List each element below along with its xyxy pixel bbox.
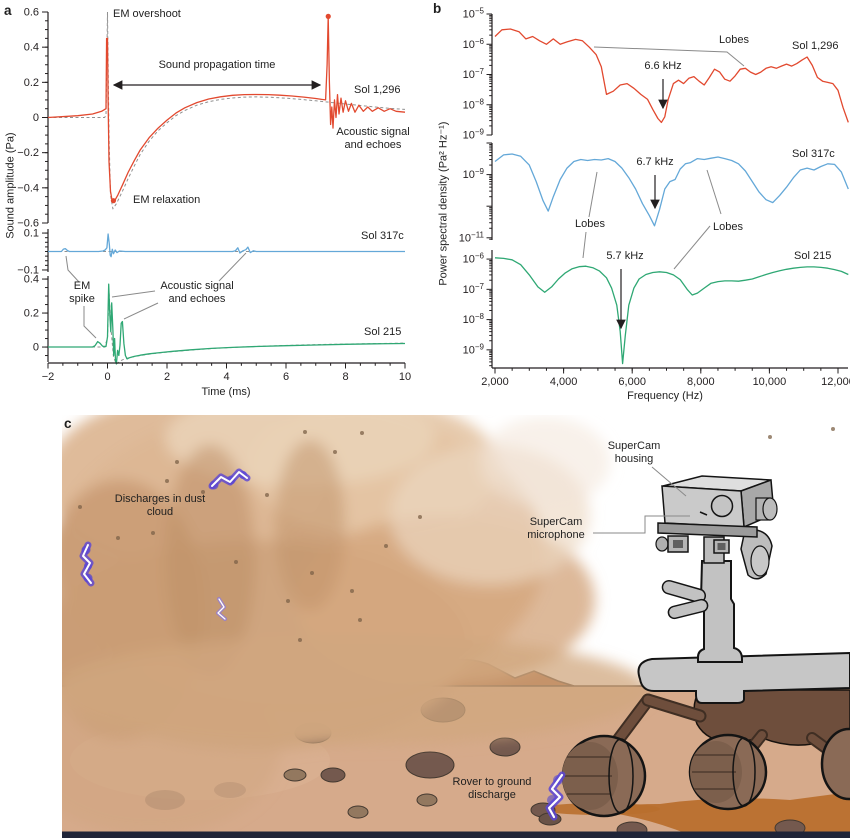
- cloud-discharge-3: [216, 597, 227, 621]
- hills: [62, 631, 575, 687]
- ground: [62, 686, 850, 832]
- ground-highlight: [70, 720, 330, 800]
- panel-b-letter: b: [433, 1, 442, 16]
- camera-lens: [710, 494, 734, 518]
- svg-text:0.6: 0.6: [24, 7, 39, 19]
- svg-text:10−9: 10−9: [463, 167, 485, 181]
- svg-text:−0.6: −0.6: [17, 218, 39, 230]
- mars-scene-illustration: [62, 415, 850, 838]
- lightning-bolts: [79, 468, 566, 821]
- annotation-sound-propagation: Sound propagation time: [158, 59, 276, 71]
- svg-text:0: 0: [104, 371, 110, 383]
- svg-text:10−7: 10−7: [463, 282, 485, 296]
- annotation-em-spike: EM spike: [69, 280, 95, 306]
- x-axis-title-b: Frequency (Hz): [627, 390, 703, 402]
- sky: [62, 415, 850, 838]
- supercam-head: [655, 475, 778, 580]
- series-label-sol-1296-a: Sol 1,296: [354, 84, 401, 96]
- series-label-sol-317c-a: Sol 317c: [361, 230, 404, 242]
- rover-shadow: [540, 792, 850, 835]
- panel-c-letter: c: [64, 416, 72, 431]
- annotation-acoustic-mid: Acoustic signal and echoes: [160, 280, 234, 306]
- svg-text:10−9: 10−9: [463, 342, 485, 356]
- annotation-lobes-top: Lobes: [719, 34, 749, 46]
- annotation-rover-discharge: Rover to ground discharge: [452, 776, 532, 802]
- rocks: [108, 697, 806, 838]
- svg-text:0.4: 0.4: [24, 274, 39, 286]
- dust-cloud: [62, 415, 650, 835]
- svg-text:−0.4: −0.4: [17, 182, 39, 194]
- svg-text:0.1: 0.1: [24, 228, 39, 240]
- svg-text:0.2: 0.2: [24, 77, 39, 89]
- svg-text:10−8: 10−8: [463, 97, 485, 111]
- annotation-57khz: 5.7 kHz: [606, 250, 644, 262]
- svg-text:4: 4: [223, 371, 229, 383]
- svg-text:6,000: 6,000: [618, 376, 646, 388]
- rover-illustration: [561, 475, 850, 818]
- svg-text:−0.2: −0.2: [17, 147, 39, 159]
- series-measured: [47, 15, 406, 203]
- rover-wheels: [561, 727, 850, 818]
- svg-text:2: 2: [164, 371, 170, 383]
- svg-text:10−6: 10−6: [463, 37, 485, 51]
- y-axis-title-b: Power spectral density (Pa² Hz⁻¹): [437, 121, 450, 286]
- svg-text:−2: −2: [42, 371, 55, 383]
- ridge: [382, 658, 575, 687]
- microphone-box: [667, 535, 689, 553]
- rover-deck: [637, 651, 850, 704]
- series-label-sol-317c-b: Sol 317c: [792, 148, 835, 160]
- svg-text:0.4: 0.4: [24, 42, 39, 54]
- svg-text:10,000: 10,000: [753, 376, 787, 388]
- series-measured: [48, 233, 405, 258]
- svg-text:10−7: 10−7: [463, 67, 485, 81]
- svg-text:10−11: 10−11: [459, 230, 485, 244]
- svg-text:10−6: 10−6: [463, 252, 485, 266]
- svg-text:4,000: 4,000: [550, 376, 578, 388]
- svg-text:0.2: 0.2: [24, 308, 39, 320]
- annotation-supercam-housing: SuperCam housing: [607, 440, 661, 466]
- svg-text:10: 10: [399, 371, 411, 383]
- svg-text:10−5: 10−5: [463, 7, 485, 21]
- series-label-sol-1296-b: Sol 1,296: [792, 40, 839, 52]
- svg-text:10−8: 10−8: [463, 312, 485, 326]
- annotation-lobes-left: Lobes: [575, 218, 605, 230]
- dune-hill: [77, 631, 402, 687]
- svg-text:−0.1: −0.1: [17, 264, 39, 276]
- svg-text:0: 0: [33, 112, 39, 124]
- series-label-sol-215-b: Sol 215: [794, 250, 832, 262]
- x-axis-title-a: Time (ms): [201, 386, 251, 398]
- annotation-66khz: 6.6 kHz: [644, 60, 682, 72]
- annotation-supercam-microphone: SuperCam microphone: [527, 516, 585, 542]
- rover-ground-discharge-bolt: [545, 771, 566, 821]
- svg-text:6: 6: [283, 371, 289, 383]
- annotation-em-overshoot: EM overshoot: [113, 8, 181, 20]
- annotation-discharges: Discharges in dust cloud: [114, 493, 206, 519]
- series-label-sol-215-a: Sol 215: [364, 326, 402, 338]
- cloud-discharge-1: [208, 468, 251, 490]
- annotation-acoustic-red: Acoustic signal and echoes: [336, 126, 410, 152]
- svg-text:0: 0: [33, 342, 39, 354]
- series-Sol-215: [494, 257, 849, 365]
- cloud-discharge-2: [79, 541, 95, 587]
- dust-grains: [78, 427, 835, 642]
- svg-text:8: 8: [342, 371, 348, 383]
- panel-a-letter: a: [4, 3, 12, 18]
- svg-text:10−9: 10−9: [463, 128, 485, 142]
- annotation-67khz: 6.7 kHz: [636, 156, 674, 168]
- annotation-em-relaxation: EM relaxation: [133, 194, 201, 206]
- svg-text:8,000: 8,000: [687, 376, 715, 388]
- bottom-border-strip: [62, 831, 850, 838]
- annotation-lobes-right: Lobes: [713, 221, 743, 233]
- y-axis-title-a: Sound amplitude (Pa): [4, 132, 17, 239]
- rover-mast: [661, 536, 743, 663]
- rover-chassis: [599, 689, 850, 772]
- svg-text:2,000: 2,000: [481, 376, 509, 388]
- svg-text:12,000: 12,000: [821, 376, 850, 388]
- series-EM-model: [48, 11, 406, 210]
